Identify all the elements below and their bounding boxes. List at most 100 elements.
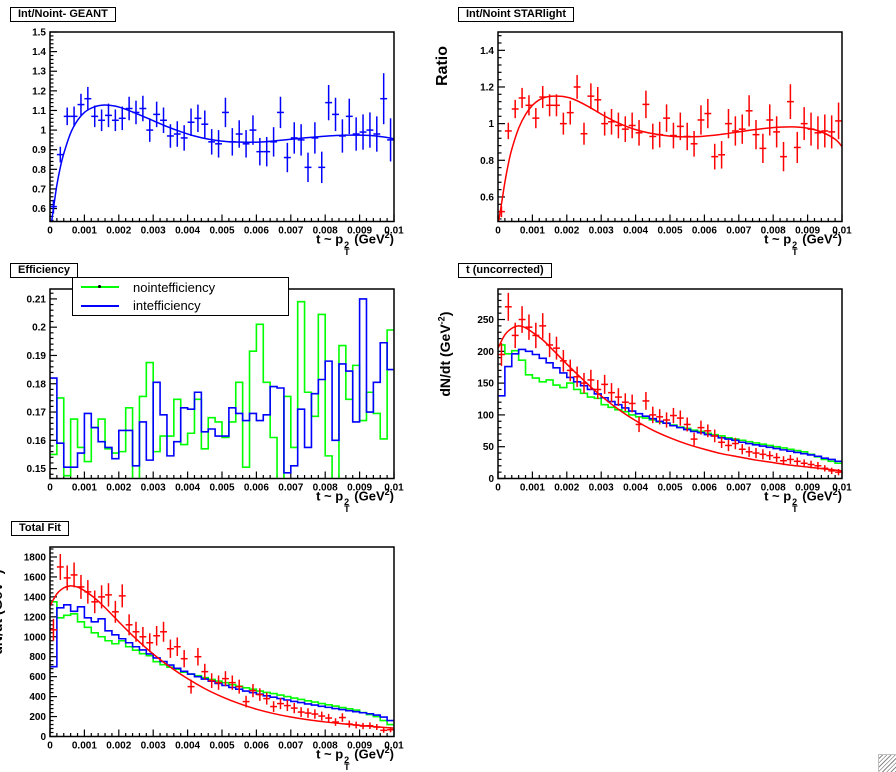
svg-text:0.008: 0.008: [313, 226, 338, 237]
title-box-t-uncorrected[interactable]: t (uncorrected): [458, 263, 552, 278]
legend-label: intefficiency: [133, 298, 201, 314]
svg-text:0.002: 0.002: [106, 226, 131, 237]
svg-text:0.003: 0.003: [589, 226, 614, 237]
title-box-efficiency[interactable]: Efficiency: [10, 263, 78, 278]
svg-text:0.005: 0.005: [209, 226, 234, 237]
svg-text:0.001: 0.001: [72, 741, 97, 752]
svg-text:0.003: 0.003: [141, 226, 166, 237]
svg-text:0.001: 0.001: [72, 226, 97, 237]
svg-text:1200: 1200: [24, 612, 47, 623]
svg-text:0.004: 0.004: [175, 741, 200, 752]
legend-entry-nointefficiency: nointefficiency: [73, 278, 288, 296]
legend-sample-green-line: [81, 282, 119, 292]
svg-text:0.002: 0.002: [554, 226, 579, 237]
svg-text:0.009: 0.009: [347, 741, 372, 752]
svg-text:800: 800: [29, 652, 46, 663]
svg-text:0: 0: [47, 483, 53, 494]
y-axis-title-ratio: Ratio: [0, 46, 3, 86]
svg-text:0.001: 0.001: [520, 226, 545, 237]
svg-text:0.01: 0.01: [384, 741, 404, 752]
svg-text:1000: 1000: [24, 632, 47, 643]
svg-text:0.2: 0.2: [32, 323, 46, 334]
svg-text:1.3: 1.3: [32, 67, 46, 78]
svg-text:0.001: 0.001: [72, 483, 97, 494]
svg-text:0.9: 0.9: [32, 145, 46, 156]
plot-area-t-uncorrected[interactable]: 0 0.001 0.002 0.003 0.004 0.005 0.006 0.007 0.00…: [448, 257, 896, 514]
svg-text:1800: 1800: [24, 552, 47, 563]
svg-text:600: 600: [29, 672, 46, 683]
svg-text:0.009: 0.009: [347, 483, 372, 494]
svg-text:0: 0: [488, 474, 494, 485]
svg-text:0.002: 0.002: [554, 483, 579, 494]
title-box-int-noint-geant[interactable]: Int/Noint- GEANT: [10, 7, 116, 22]
svg-text:0.005: 0.005: [657, 483, 682, 494]
svg-text:400: 400: [29, 692, 46, 703]
svg-text:0.005: 0.005: [657, 226, 682, 237]
svg-text:1.4: 1.4: [32, 47, 46, 58]
pad-empty: [448, 515, 896, 772]
svg-text:0.18: 0.18: [27, 379, 47, 390]
plot-area-geant-ratio[interactable]: 0 0.001 0.002 0.003 0.004 0.005 0.006 0.007 0.00…: [0, 0, 448, 257]
svg-text:0.003: 0.003: [141, 741, 166, 752]
svg-text:150: 150: [477, 379, 494, 390]
pad-int-noint-geant: 0 0.001 0.002 0.003 0.004 0.005 0.006 0.007 0.00…: [0, 0, 448, 257]
svg-text:0.004: 0.004: [623, 483, 648, 494]
pad-efficiency: 0 0.001 0.002 0.003 0.004 0.005 0.006 0.007 0.00…: [0, 257, 448, 514]
svg-text:0.003: 0.003: [589, 483, 614, 494]
svg-text:0: 0: [495, 483, 501, 494]
svg-text:0.006: 0.006: [244, 483, 269, 494]
pad-t-uncorrected: 0 0.001 0.002 0.003 0.004 0.005 0.006 0.007 0.00…: [436, 257, 896, 515]
y-axis-title-ratio: Ratio: [434, 46, 451, 86]
svg-text:100: 100: [477, 410, 494, 421]
legend-marker-dot: [98, 285, 101, 289]
svg-text:0.006: 0.006: [244, 741, 269, 752]
svg-text:0.01: 0.01: [384, 226, 404, 237]
legend-entry-intefficiency: intefficiency: [73, 297, 288, 315]
svg-text:0.008: 0.008: [761, 226, 786, 237]
svg-text:0.009: 0.009: [795, 483, 820, 494]
plot-area-total-fit[interactable]: 0 0.001 0.002 0.003 0.004 0.005 0.006 0.007 0.00…: [0, 515, 448, 772]
svg-text:0.003: 0.003: [141, 483, 166, 494]
svg-text:0.007: 0.007: [278, 741, 303, 752]
svg-text:200: 200: [477, 347, 494, 358]
legend-label: nointefficiency: [133, 279, 216, 295]
svg-text:0.15: 0.15: [27, 464, 47, 475]
svg-text:0.8: 0.8: [32, 165, 46, 176]
svg-text:1: 1: [488, 119, 494, 130]
plot-area-starlight-ratio[interactable]: 0 0.001 0.002 0.003 0.004 0.005 0.006 0.007 0.00…: [448, 0, 896, 257]
pad-total-fit: 0 0.001 0.002 0.003 0.004 0.005 0.006 0.007 0.00…: [0, 515, 448, 772]
svg-text:0: 0: [47, 741, 53, 752]
svg-text:0.007: 0.007: [726, 483, 751, 494]
svg-text:0.006: 0.006: [692, 483, 717, 494]
svg-text:0: 0: [495, 226, 501, 237]
y-axis-title-dndt: dN/dt (GeV-2): [0, 570, 5, 655]
svg-text:0.002: 0.002: [106, 483, 131, 494]
legend-box[interactable]: nointefficiency intefficiency: [72, 277, 289, 316]
svg-text:0.19: 0.19: [27, 351, 47, 362]
svg-text:0.6: 0.6: [480, 192, 494, 203]
svg-text:1.2: 1.2: [32, 86, 46, 97]
svg-text:0.007: 0.007: [278, 483, 303, 494]
title-box-int-noint-starlight[interactable]: Int/Noint STARlight: [458, 7, 574, 22]
svg-text:0.005: 0.005: [209, 741, 234, 752]
resize-grip-icon[interactable]: [878, 754, 896, 772]
svg-text:1.1: 1.1: [32, 106, 46, 117]
title-box-total-fit[interactable]: Total Fit: [11, 521, 69, 536]
svg-text:0.8: 0.8: [480, 156, 494, 167]
svg-text:0.006: 0.006: [244, 226, 269, 237]
svg-text:0.008: 0.008: [313, 741, 338, 752]
svg-text:0.001: 0.001: [520, 483, 545, 494]
svg-text:1.2: 1.2: [480, 82, 494, 93]
svg-text:0.004: 0.004: [175, 226, 200, 237]
svg-text:0.01: 0.01: [832, 483, 852, 494]
svg-text:1400: 1400: [24, 592, 47, 603]
svg-text:0.6: 0.6: [32, 204, 46, 215]
